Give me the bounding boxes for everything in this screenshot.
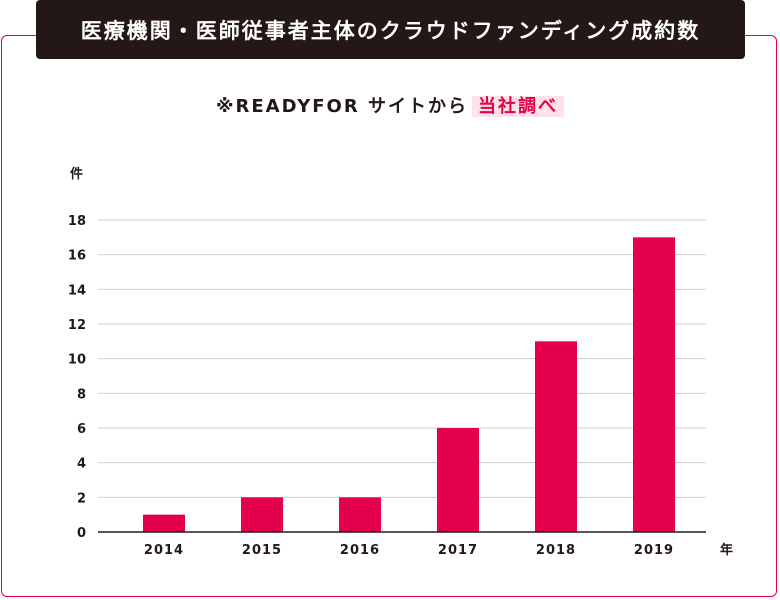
grid-lines xyxy=(98,219,706,498)
y-tick-label: 8 xyxy=(77,387,86,402)
bar-2015 xyxy=(241,497,283,532)
bar-2017 xyxy=(437,428,479,532)
y-tick-label: 16 xyxy=(68,249,86,264)
y-tick-label: 6 xyxy=(77,422,86,437)
bar-2016 xyxy=(339,497,381,532)
x-axis-ticks: 2014 2015 2016 2017 2018 2019 xyxy=(144,543,674,558)
chart-title: 医療機関・医師従事者主体のクラウドファンディング成約数 xyxy=(80,18,701,43)
x-tick-label: 2019 xyxy=(634,543,674,558)
bar-2014 xyxy=(143,514,185,532)
y-tick-label: 14 xyxy=(68,283,86,298)
y-tick-label: 18 xyxy=(68,214,86,229)
y-tick-label: 0 xyxy=(77,526,86,541)
y-tick-label: 2 xyxy=(77,491,86,506)
bar-2018 xyxy=(535,341,577,532)
x-tick-label: 2016 xyxy=(340,543,380,558)
x-tick-label: 2018 xyxy=(536,543,576,558)
x-tick-label: 2017 xyxy=(438,543,478,558)
source-note-prefix: ※READYFOR サイトから xyxy=(216,96,468,117)
bar-2019 xyxy=(633,237,675,533)
y-tick-label: 12 xyxy=(68,318,86,333)
bars xyxy=(143,237,675,533)
x-axis-unit-label: 年 xyxy=(720,542,733,558)
y-axis-unit-label: 件 xyxy=(70,166,83,182)
y-axis-ticks: 0 2 4 6 8 10 12 14 16 18 xyxy=(68,214,86,541)
x-tick-label: 2014 xyxy=(144,543,184,558)
source-note-highlight: 当社調べ xyxy=(471,96,564,117)
y-tick-label: 4 xyxy=(77,457,86,472)
chart-title-bar: 医療機関・医師従事者主体のクラウドファンディング成約数 xyxy=(36,0,745,59)
x-tick-label: 2015 xyxy=(242,543,282,558)
source-note: ※READYFOR サイトから 当社調べ xyxy=(0,92,780,118)
y-tick-label: 10 xyxy=(68,353,86,368)
